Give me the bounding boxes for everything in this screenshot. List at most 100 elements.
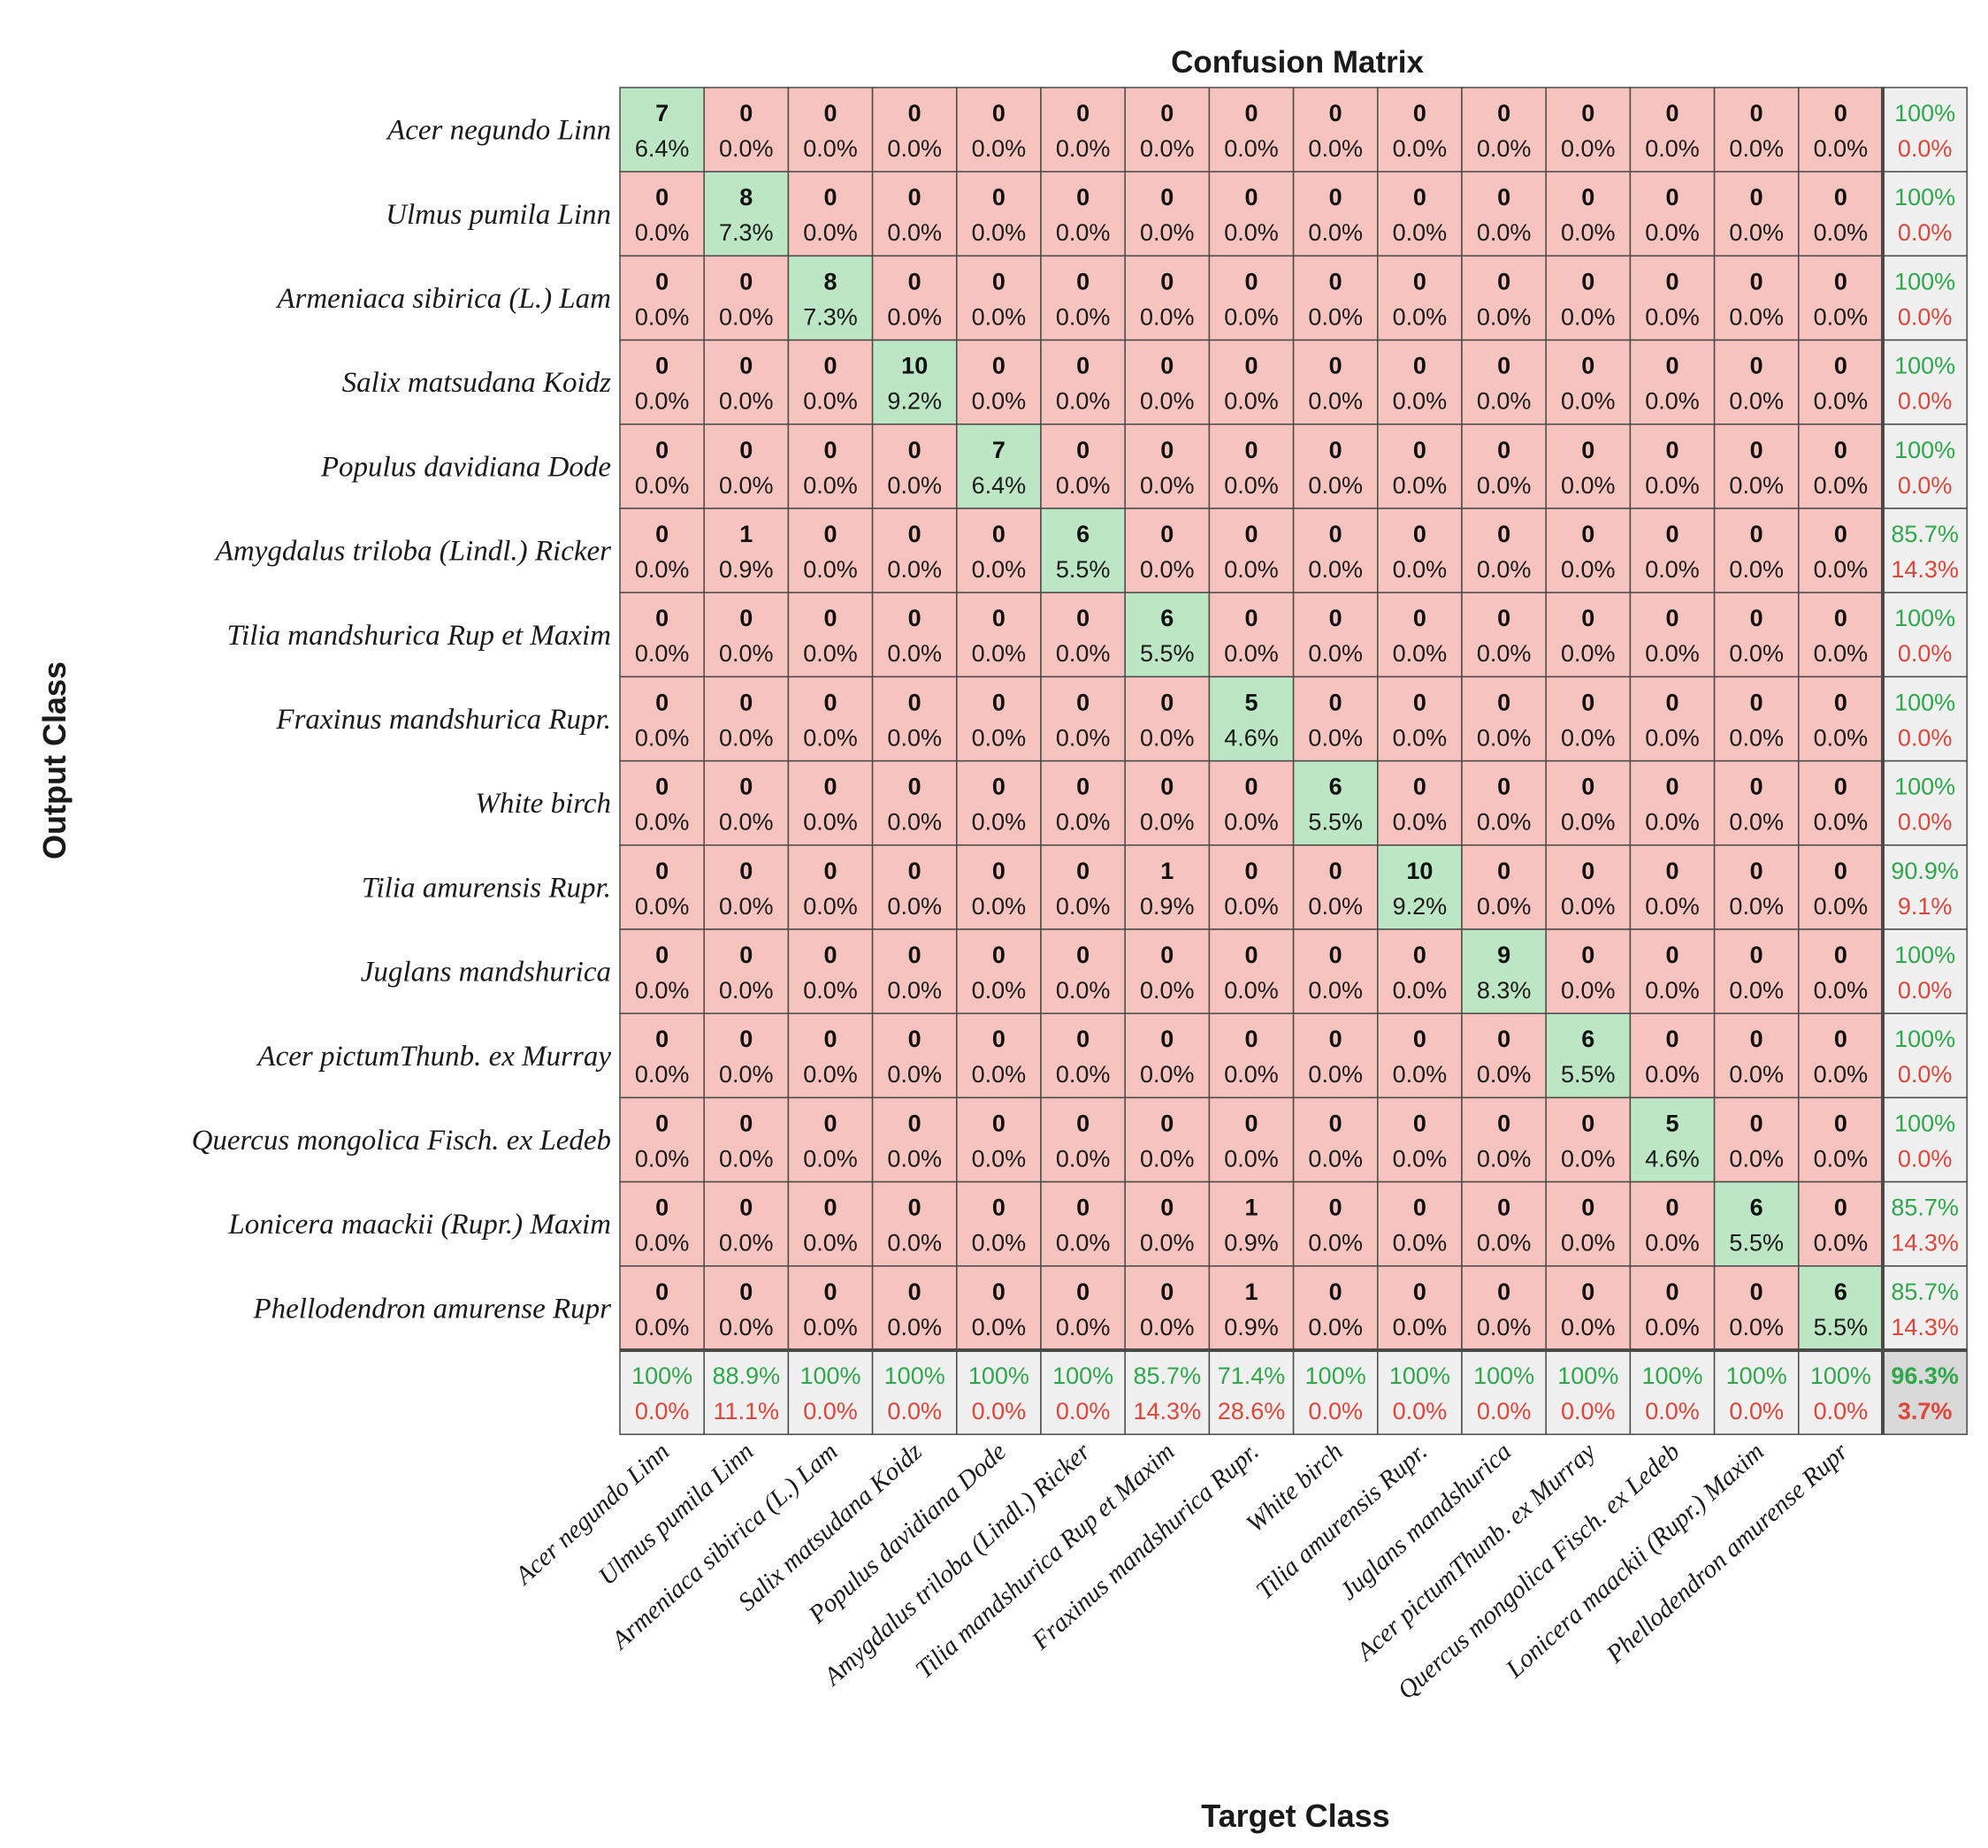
matrix-cell <box>619 1012 705 1099</box>
matrix-cell <box>871 424 958 509</box>
cell-percent: 0.0% <box>1645 135 1700 162</box>
cell-count: 0 <box>1581 1195 1594 1221</box>
output-class-label: Tilia amurensis Rupr. <box>362 872 611 904</box>
cell-count: 5 <box>1665 1110 1678 1136</box>
column-accuracy: 100% <box>1557 1363 1618 1389</box>
cell-percent: 0.0% <box>1477 724 1532 751</box>
cell-count: 0 <box>1076 1026 1090 1052</box>
row-error: 0.0% <box>1898 135 1953 162</box>
matrix-cell <box>1461 928 1547 1014</box>
cell-count: 0 <box>908 184 921 210</box>
row-summary-cell <box>1882 844 1968 930</box>
matrix-cell <box>1124 1096 1211 1183</box>
cell-percent: 0.0% <box>1477 809 1532 836</box>
row-summary-cell <box>1882 424 1968 509</box>
matrix-cell <box>787 508 874 593</box>
matrix-cell <box>871 339 958 425</box>
cell-percent: 0.0% <box>1393 724 1448 751</box>
cell-percent: 0.0% <box>719 977 774 1004</box>
matrix-cell <box>871 171 958 257</box>
cell-percent: 0.0% <box>803 135 858 162</box>
cell-count: 0 <box>1413 942 1426 968</box>
cell-count: 0 <box>655 1279 669 1305</box>
cell-count: 0 <box>1329 1026 1342 1052</box>
cell-percent: 9.2% <box>1393 893 1448 920</box>
cell-percent: 0.0% <box>719 1314 774 1340</box>
cell-percent: 0.0% <box>1729 556 1784 583</box>
cell-count: 0 <box>1076 605 1090 631</box>
cell-count: 0 <box>655 858 669 884</box>
cell-percent: 0.0% <box>1056 219 1111 246</box>
cell-percent: 0.0% <box>1140 977 1195 1004</box>
column-summary-cell <box>787 1349 874 1435</box>
cell-count: 0 <box>1497 1026 1510 1052</box>
cell-count: 0 <box>1076 437 1090 463</box>
cell-percent: 0.0% <box>1056 1314 1111 1340</box>
cell-percent: 0.0% <box>1140 388 1195 415</box>
cell-percent: 0.0% <box>803 977 858 1004</box>
cell-percent: 0.0% <box>1814 219 1869 246</box>
cell-count: 0 <box>1834 1026 1847 1052</box>
cell-percent: 0.0% <box>1645 219 1700 246</box>
matrix-cell <box>1545 255 1632 341</box>
cell-count: 0 <box>739 1279 753 1305</box>
matrix-cell <box>1545 1012 1632 1099</box>
output-class-label: Salix matsudana Koidz <box>342 367 612 399</box>
cell-percent: 0.0% <box>1224 135 1279 162</box>
cell-percent: 0.0% <box>1561 303 1616 330</box>
output-class-label: Quercus mongolica Fisch. ex Ledeb <box>192 1125 611 1157</box>
cell-percent: 0.0% <box>719 1230 774 1256</box>
cell-count: 10 <box>1406 858 1433 884</box>
row-summary-cell <box>1882 1265 1968 1351</box>
cell-count: 0 <box>1413 521 1426 547</box>
cell-percent: 0.0% <box>803 472 858 499</box>
cell-percent: 0.0% <box>972 1061 1027 1088</box>
column-error: 14.3% <box>1134 1398 1202 1424</box>
cell-percent: 0.0% <box>1056 388 1111 415</box>
cell-count: 0 <box>1497 1279 1510 1305</box>
matrix-cell <box>1208 676 1295 762</box>
cell-count: 0 <box>1834 268 1847 294</box>
row-summary-cell <box>1882 87 1968 172</box>
cell-count: 0 <box>1329 689 1342 715</box>
cell-count: 0 <box>1497 858 1510 884</box>
matrix-cell <box>1545 87 1632 172</box>
output-class-label: Tilia mandshurica Rup et Maxim <box>227 620 611 652</box>
cell-percent: 0.0% <box>1645 893 1700 920</box>
cell-count: 0 <box>655 184 669 210</box>
cell-count: 0 <box>992 184 1005 210</box>
cell-percent: 0.0% <box>635 556 690 583</box>
cell-count: 0 <box>992 605 1005 631</box>
cell-percent: 0.0% <box>1477 893 1532 920</box>
cell-count: 0 <box>739 1110 753 1136</box>
cell-count: 10 <box>901 353 928 379</box>
row-accuracy: 100% <box>1894 268 1955 294</box>
cell-count: 0 <box>823 1195 837 1221</box>
cell-percent: 0.0% <box>1561 640 1616 667</box>
column-accuracy: 100% <box>1726 1363 1787 1389</box>
cell-count: 0 <box>1750 858 1763 884</box>
cell-percent: 5.5% <box>1140 640 1195 667</box>
cell-count: 0 <box>1160 268 1174 294</box>
cell-count: 0 <box>1834 774 1847 800</box>
cell-percent: 7.3% <box>803 303 858 330</box>
output-class-label: Lonicera maackii (Rupr.) Maxim <box>227 1209 611 1241</box>
output-class-label: Populus davidiana Dode <box>320 451 611 483</box>
matrix-cell <box>1798 844 1884 930</box>
column-error: 0.0% <box>1561 1398 1616 1424</box>
cell-percent: 0.0% <box>972 556 1027 583</box>
cell-count: 0 <box>1244 605 1258 631</box>
cell-count: 0 <box>739 689 753 715</box>
row-summary-cell <box>1882 508 1968 593</box>
cell-percent: 0.0% <box>887 1314 942 1340</box>
matrix-cell <box>787 1012 874 1099</box>
cell-count: 0 <box>823 521 837 547</box>
row-summary-cell <box>1882 255 1968 341</box>
cell-count: 0 <box>1329 268 1342 294</box>
cell-count: 0 <box>1413 353 1426 379</box>
matrix-cell <box>1629 255 1716 341</box>
cell-count: 0 <box>1750 353 1763 379</box>
matrix-cell <box>1713 1096 1800 1183</box>
row-error: 0.0% <box>1898 388 1953 415</box>
cell-count: 0 <box>1665 184 1678 210</box>
